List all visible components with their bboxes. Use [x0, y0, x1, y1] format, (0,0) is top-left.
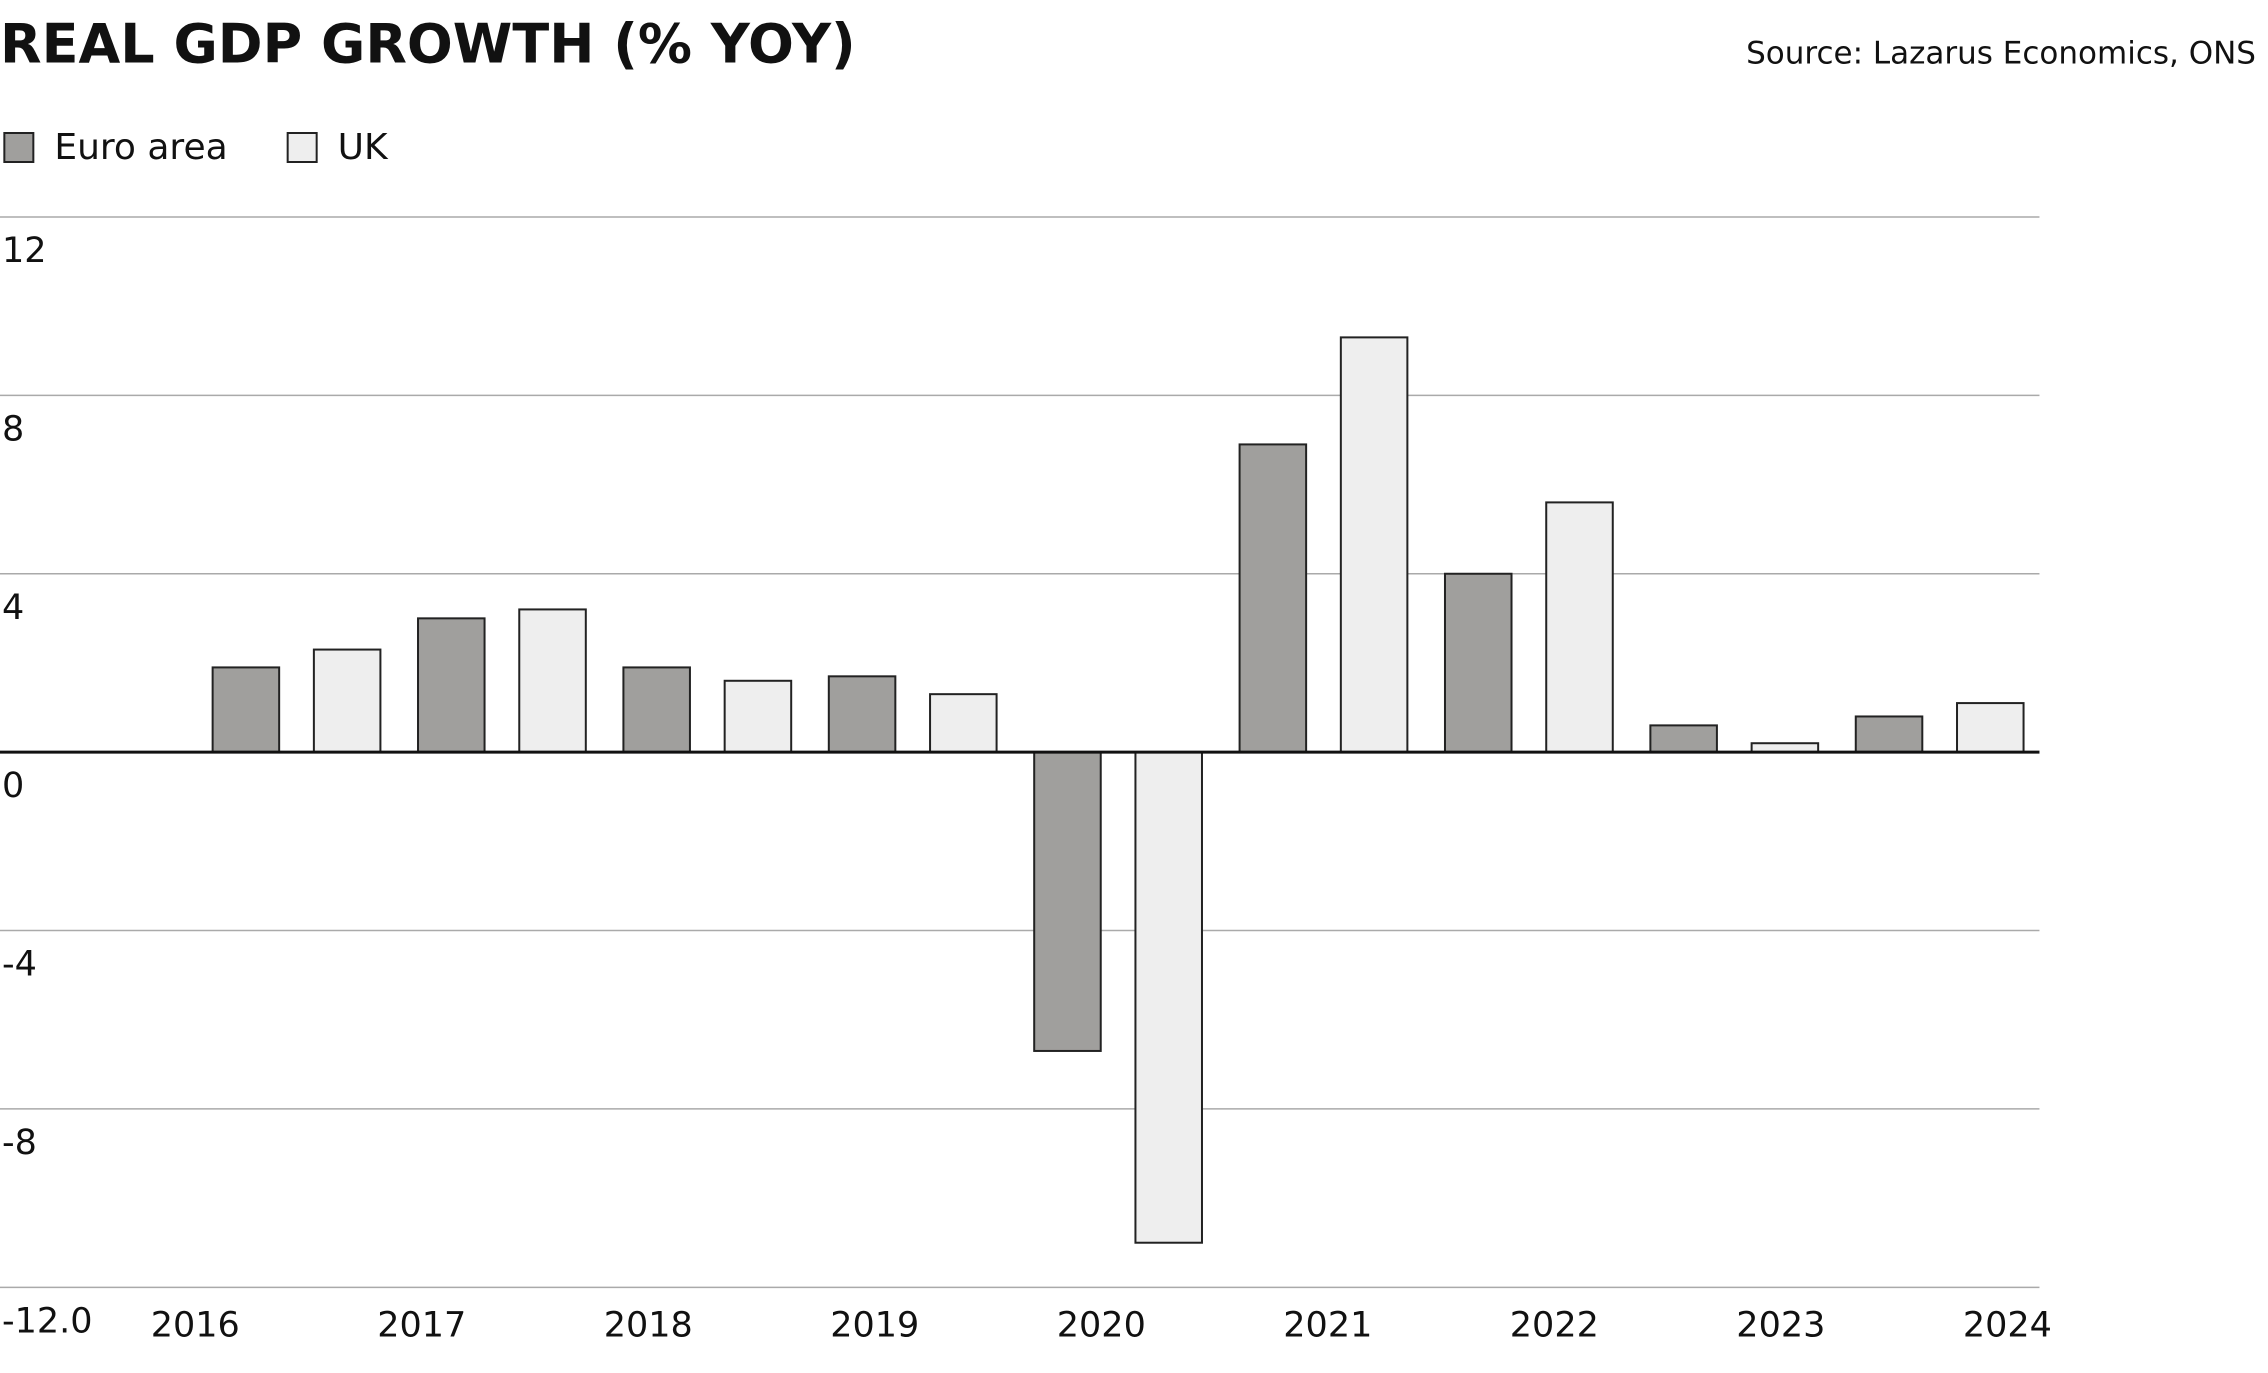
bar — [1238, 443, 1308, 754]
bar — [417, 617, 486, 754]
bar — [622, 666, 691, 754]
x-tick-label: 2023 — [1736, 1305, 1825, 1345]
bar — [518, 608, 587, 754]
y-tick-label: 8 — [2, 409, 24, 449]
y-tick-label: 0 — [2, 766, 24, 806]
bar — [827, 675, 897, 754]
y-tick-label: -8 — [2, 1123, 37, 1163]
bar — [1134, 751, 1203, 1244]
bar — [211, 666, 281, 754]
x-tick-label: 2020 — [1057, 1305, 1146, 1345]
bar — [1339, 336, 1409, 754]
chart-title: REAL GDP GROWTH (% YOY) — [0, 13, 856, 76]
legend-label: UK — [338, 127, 389, 168]
x-tick-label: 2022 — [1510, 1305, 1599, 1345]
bar — [1033, 751, 1102, 1052]
x-tick-label: 2016 — [151, 1305, 240, 1345]
bar — [1956, 702, 2025, 754]
x-tick-label: 2024 — [1963, 1305, 2052, 1345]
bar — [723, 679, 793, 754]
x-tick-label: 2017 — [377, 1305, 466, 1345]
y-tick-label: -4 — [2, 945, 37, 985]
y-tick-label: 4 — [2, 588, 24, 628]
legend-swatch — [286, 132, 318, 163]
x-tick-label: 2019 — [830, 1305, 919, 1345]
y-tick-label: -12.0 — [2, 1301, 93, 1341]
legend-swatch — [3, 132, 35, 163]
bar — [1443, 572, 1513, 754]
bar — [1649, 724, 1718, 754]
bar — [929, 693, 998, 754]
bar — [1854, 715, 1924, 754]
x-tick-label: 2018 — [604, 1305, 693, 1345]
source: Source: Lazarus Economics, ONS — [1746, 36, 2256, 72]
y-tick-label: 12 — [2, 231, 47, 271]
legend-label: Euro area — [54, 127, 227, 168]
bar — [312, 648, 382, 754]
bar — [1545, 501, 1614, 754]
x-tick-label: 2021 — [1283, 1305, 1372, 1345]
